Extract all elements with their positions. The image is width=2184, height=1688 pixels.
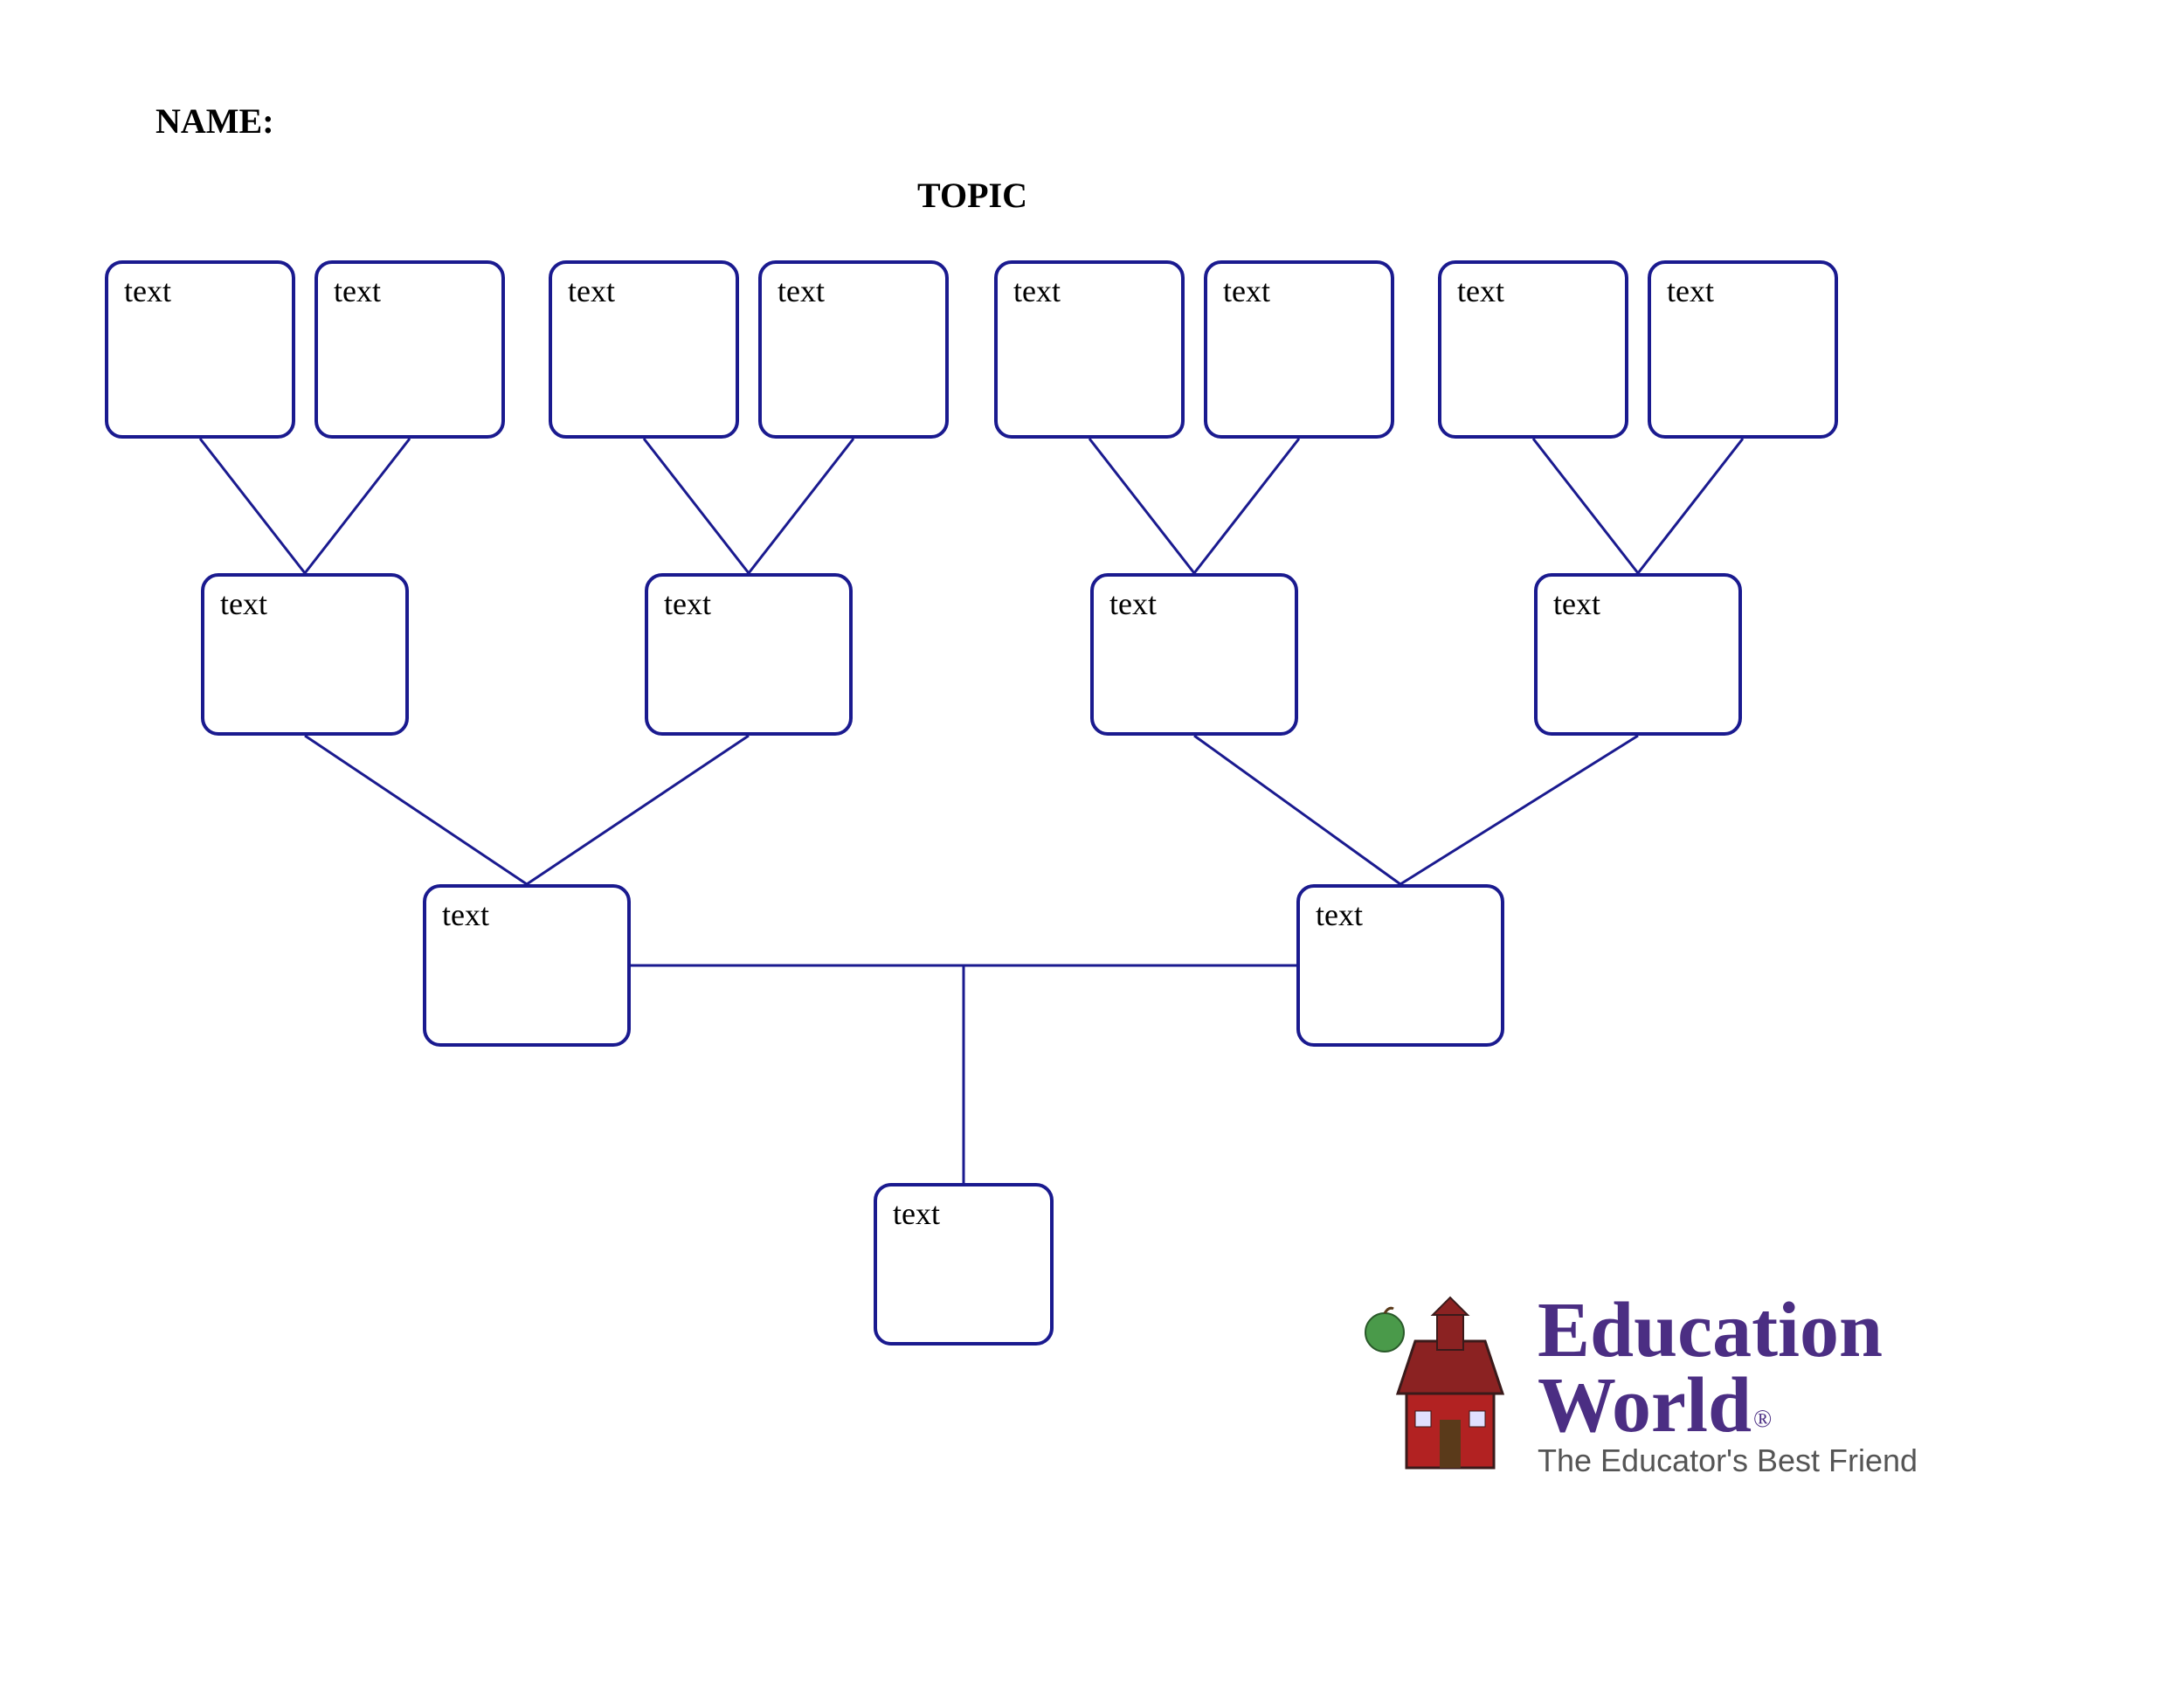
tree-node-r2c1: text — [1296, 884, 1504, 1047]
schoolhouse-icon — [1363, 1284, 1529, 1485]
tree-node-label: text — [1109, 586, 1157, 621]
tree-node-label: text — [568, 273, 615, 308]
logo-subtitle: The Educator's Best Friend — [1538, 1442, 1918, 1479]
education-world-logo: Education World ® The Educator's Best Fr… — [1380, 1267, 2009, 1512]
tree-node-label: text — [124, 273, 171, 308]
tree-node-label: text — [220, 586, 267, 621]
logo-title-line2: World — [1538, 1368, 1752, 1443]
tree-node-r1c1: text — [645, 573, 853, 736]
tree-node-r0c6: text — [1438, 260, 1628, 439]
tree-node-label: text — [1316, 897, 1363, 932]
tree-node-r2c0: text — [423, 884, 631, 1047]
tree-node-label: text — [1553, 586, 1600, 621]
tree-node-r1c3: text — [1534, 573, 1742, 736]
logo-title-line1: Education — [1538, 1293, 1918, 1368]
name-label: NAME: — [156, 100, 274, 142]
tree-node-r0c5: text — [1204, 260, 1394, 439]
tree-node-r3c0: text — [874, 1183, 1054, 1346]
topic-label: TOPIC — [917, 175, 1027, 216]
registered-mark: ® — [1753, 1406, 1772, 1434]
tree-node-r0c3: text — [758, 260, 949, 439]
tree-node-r0c1: text — [314, 260, 505, 439]
tree-node-label: text — [893, 1196, 940, 1231]
tree-node-label: text — [664, 586, 711, 621]
tree-node-label: text — [1667, 273, 1714, 308]
tree-node-label: text — [442, 897, 489, 932]
tree-node-r1c2: text — [1090, 573, 1298, 736]
tree-node-label: text — [1457, 273, 1504, 308]
tree-node-r1c0: text — [201, 573, 409, 736]
tree-node-r0c2: text — [549, 260, 739, 439]
tree-node-r0c0: text — [105, 260, 295, 439]
tree-node-label: text — [1223, 273, 1270, 308]
tree-node-label: text — [334, 273, 381, 308]
worksheet-page: NAME: TOPIC text text text text text text text… — [0, 0, 2184, 1688]
tree-node-label: text — [1013, 273, 1061, 308]
tree-node-r0c4: text — [994, 260, 1185, 439]
tree-node-r0c7: text — [1648, 260, 1838, 439]
tree-node-label: text — [778, 273, 825, 308]
